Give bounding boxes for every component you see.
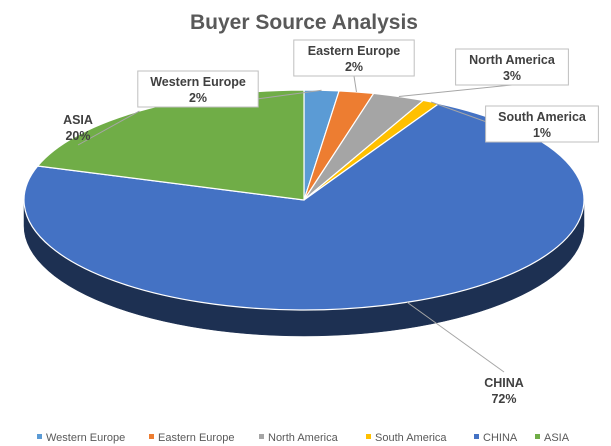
data-label-box-north-america	[455, 48, 569, 86]
leader-line-china	[406, 301, 505, 373]
data-label-value-north-america: 3%	[503, 69, 521, 83]
chart-title: Buyer Source Analysis	[190, 11, 418, 34]
data-label-value-china: 72%	[491, 392, 516, 406]
legend: Western Europe Eastern Europe North Americ…	[37, 432, 570, 444]
legend-swatch-north-america	[259, 434, 264, 439]
data-label-value-eastern-europe: 2%	[345, 60, 363, 74]
data-label-box-south-america	[485, 105, 599, 143]
legend-swatch-eastern-europe	[149, 434, 154, 439]
legend-item-asia[interactable]: ASIA	[544, 432, 570, 444]
legend-swatch-south-america	[366, 434, 371, 439]
data-label-value-western-europe: 2%	[189, 91, 207, 105]
leader-line-eastern-europe	[353, 75, 357, 93]
legend-item-western-europe[interactable]: Western Europe	[46, 432, 125, 444]
data-label-value-asia: 20%	[65, 129, 90, 143]
leader-line-asia	[77, 110, 140, 146]
data-label-name-north-america: North America	[469, 53, 556, 67]
data-label-name-asia: ASIA	[63, 113, 93, 127]
data-label-box-eastern-europe	[293, 39, 415, 77]
data-label-box-western-europe	[137, 70, 259, 108]
legend-swatch-western-europe	[37, 434, 42, 439]
data-label-value-south-america: 1%	[533, 126, 551, 140]
legend-swatch-asia	[535, 434, 540, 439]
leader-line-north-america	[398, 84, 513, 97]
legend-swatch-china	[474, 434, 479, 439]
data-label-name-south-america: South America	[498, 110, 587, 124]
pie-slice-china[interactable]	[23, 102, 585, 311]
legend-item-china[interactable]: CHINA	[483, 432, 518, 444]
data-label-name-china: CHINA	[484, 376, 524, 390]
legend-item-north-america[interactable]: North America	[268, 432, 339, 444]
legend-item-south-america[interactable]: South America	[375, 432, 447, 444]
legend-item-eastern-europe[interactable]: Eastern Europe	[158, 432, 234, 444]
data-label-name-eastern-europe: Eastern Europe	[308, 44, 400, 58]
data-label-name-western-europe: Western Europe	[150, 75, 246, 89]
